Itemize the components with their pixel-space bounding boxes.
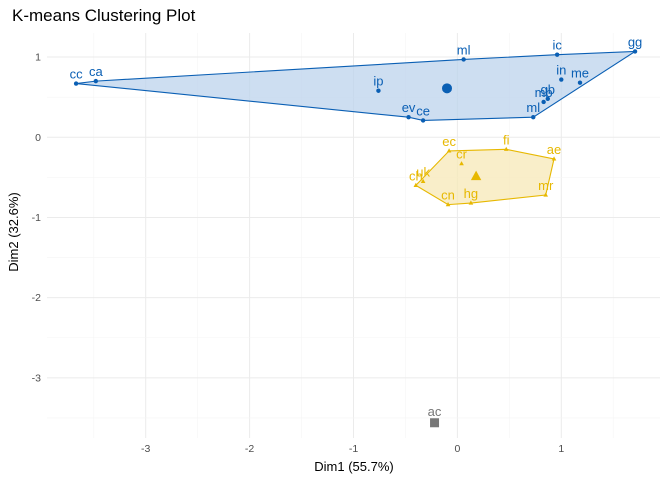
chart-title: K-means Clustering Plot [12, 6, 196, 25]
data-point [459, 161, 464, 166]
point-label: ev [402, 100, 416, 115]
cluster-centroids [442, 83, 482, 181]
data-point [541, 99, 546, 105]
y-tick-label: -1 [32, 212, 41, 224]
data-point [554, 52, 560, 57]
point-label: ce [416, 103, 430, 118]
x-axis-title: Dim1 (55.7%) [314, 459, 393, 474]
cluster-centroid [470, 170, 482, 181]
point-label: ic [552, 38, 562, 53]
data-point [551, 156, 557, 161]
point-label: gb [541, 82, 555, 97]
point-label: gg [628, 34, 642, 49]
y-axis-title: Dim2 (32.6%) [6, 192, 21, 271]
point-label: uk [416, 164, 430, 179]
data-point [461, 57, 466, 62]
data-point [531, 115, 536, 120]
y-tick-label: -2 [32, 292, 41, 304]
point-label: ec [442, 134, 456, 149]
point-label: mb [535, 85, 553, 100]
data-point [543, 192, 549, 197]
cluster-centroid [442, 83, 453, 94]
data-point [406, 115, 411, 120]
point-label: fi [503, 132, 510, 147]
point-label: ca [89, 64, 104, 79]
cluster-hull [414, 148, 555, 206]
data-point [468, 200, 474, 205]
y-tick-label: -3 [32, 372, 41, 384]
data-point [413, 182, 419, 187]
data-point [445, 202, 451, 207]
x-tick-label: 0 [454, 443, 460, 455]
y-axis-ticks: -3 -2 -1 0 1 [32, 52, 42, 385]
x-tick-label: -1 [349, 443, 358, 455]
x-tick-label: -2 [245, 443, 254, 455]
point-label: ch [409, 168, 423, 183]
data-point [93, 78, 99, 84]
data-point [420, 118, 426, 123]
point-label: ac [428, 404, 442, 419]
point-label: mr [538, 178, 554, 193]
cluster-hulls [76, 50, 638, 206]
x-tick-label: 1 [558, 443, 564, 455]
point-label: ml [526, 100, 540, 115]
data-point [545, 96, 550, 101]
data-point [430, 418, 440, 428]
data-points [73, 49, 638, 428]
point-label: hg [464, 186, 478, 201]
data-point [446, 148, 452, 153]
point-label: cn [441, 188, 455, 203]
y-tick-label: 0 [35, 132, 41, 144]
x-tick-label: -3 [141, 443, 150, 455]
data-point [420, 178, 426, 183]
point-label: ip [373, 74, 383, 89]
data-point [73, 81, 79, 86]
x-axis-ticks: -3 -2 -1 0 1 [141, 443, 564, 455]
y-tick-label: 1 [35, 52, 41, 64]
point-label: me [571, 66, 589, 81]
data-point [632, 49, 638, 54]
data-point [503, 146, 509, 151]
point-label: ml [457, 42, 471, 57]
point-label: ae [547, 142, 561, 157]
data-point [376, 88, 381, 93]
data-point [559, 77, 564, 82]
point-label: in [556, 63, 566, 78]
point-label: cr [456, 147, 468, 162]
data-point [577, 80, 583, 85]
point-label: cc [70, 67, 84, 82]
